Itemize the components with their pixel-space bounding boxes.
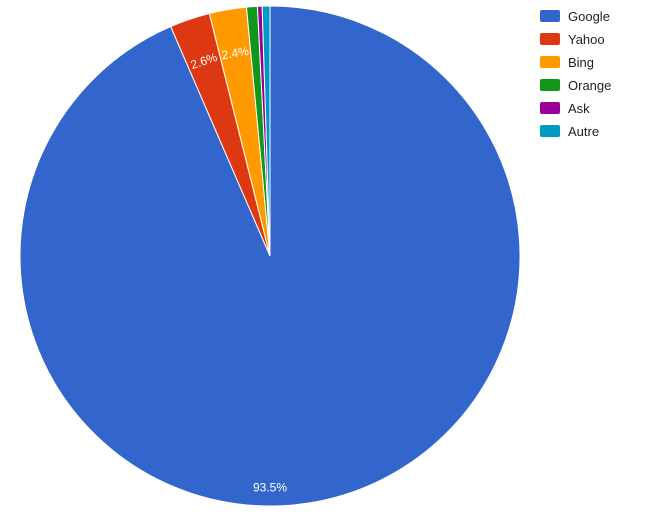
legend-swatch	[540, 10, 560, 22]
legend-item[interactable]: Orange	[540, 75, 611, 95]
legend-item[interactable]: Yahoo	[540, 29, 611, 49]
legend-swatch	[540, 33, 560, 45]
legend-label: Autre	[568, 125, 599, 138]
legend-item[interactable]: Autre	[540, 121, 611, 141]
pie-chart: 93.5%2.6%2.4%	[20, 6, 520, 511]
chart-container: 93.5%2.6%2.4% Google Yahoo Bing Orange Ask Au…	[0, 0, 654, 516]
legend-item[interactable]: Ask	[540, 98, 611, 118]
pie-svg: 93.5%2.6%2.4%	[20, 6, 520, 506]
slice-label: 93.5%	[253, 481, 287, 495]
legend-label: Orange	[568, 79, 611, 92]
legend-label: Google	[568, 10, 610, 23]
legend-label: Yahoo	[568, 33, 605, 46]
legend-swatch	[540, 125, 560, 137]
legend-item[interactable]: Bing	[540, 52, 611, 72]
legend-label: Bing	[568, 56, 594, 69]
legend-swatch	[540, 102, 560, 114]
legend-swatch	[540, 79, 560, 91]
legend-label: Ask	[568, 102, 590, 115]
legend: Google Yahoo Bing Orange Ask Autre	[540, 6, 611, 144]
legend-swatch	[540, 56, 560, 68]
legend-item[interactable]: Google	[540, 6, 611, 26]
